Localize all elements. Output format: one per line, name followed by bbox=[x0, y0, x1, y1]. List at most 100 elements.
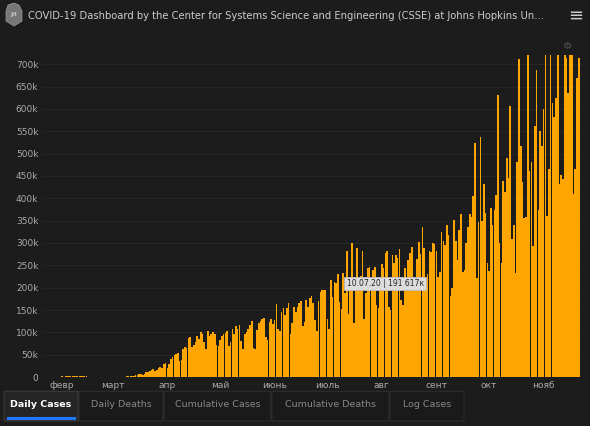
Bar bbox=[453, 220, 455, 377]
Bar bbox=[520, 146, 522, 377]
FancyBboxPatch shape bbox=[164, 391, 271, 421]
Bar bbox=[168, 364, 170, 377]
Bar bbox=[175, 354, 177, 377]
Bar bbox=[481, 222, 483, 377]
Bar bbox=[158, 368, 159, 377]
FancyBboxPatch shape bbox=[4, 391, 78, 421]
Bar bbox=[233, 334, 235, 377]
Bar bbox=[235, 326, 237, 377]
Bar bbox=[363, 319, 365, 377]
Bar bbox=[466, 243, 467, 377]
Bar bbox=[227, 331, 228, 377]
Bar bbox=[376, 305, 378, 377]
Bar bbox=[383, 268, 385, 377]
Bar bbox=[211, 334, 212, 377]
Bar bbox=[253, 348, 254, 377]
Bar bbox=[258, 323, 260, 377]
Bar bbox=[212, 332, 214, 377]
Bar bbox=[270, 320, 272, 377]
Bar bbox=[154, 371, 156, 377]
Bar bbox=[247, 328, 249, 377]
Bar bbox=[295, 312, 297, 377]
Bar bbox=[245, 331, 247, 377]
Text: Cumulative Cases: Cumulative Cases bbox=[175, 400, 260, 409]
Bar bbox=[397, 258, 398, 377]
Bar bbox=[471, 217, 473, 377]
Bar bbox=[464, 271, 466, 377]
Bar bbox=[230, 342, 231, 377]
Bar bbox=[238, 325, 240, 377]
Bar bbox=[279, 331, 281, 377]
Bar bbox=[128, 376, 129, 377]
Bar bbox=[306, 300, 307, 377]
Bar bbox=[198, 339, 200, 377]
Bar bbox=[358, 285, 360, 377]
Bar bbox=[476, 278, 478, 377]
Bar bbox=[448, 235, 450, 377]
Bar bbox=[402, 305, 404, 377]
Bar bbox=[427, 274, 428, 377]
Bar bbox=[149, 371, 150, 377]
Bar bbox=[566, 58, 568, 377]
Bar bbox=[166, 368, 168, 377]
Bar bbox=[501, 263, 502, 377]
Bar bbox=[539, 131, 541, 377]
Bar bbox=[425, 281, 427, 377]
Bar bbox=[388, 308, 390, 377]
Bar bbox=[435, 251, 437, 377]
Bar bbox=[432, 243, 434, 377]
Bar bbox=[265, 337, 267, 377]
Bar bbox=[322, 290, 323, 377]
Bar bbox=[316, 331, 317, 377]
Bar bbox=[365, 293, 367, 377]
FancyBboxPatch shape bbox=[390, 391, 464, 421]
Bar bbox=[135, 375, 136, 377]
Bar bbox=[553, 117, 555, 377]
Bar bbox=[569, 35, 571, 377]
Bar bbox=[300, 301, 301, 377]
Bar bbox=[441, 232, 442, 377]
Bar bbox=[356, 248, 358, 377]
Bar bbox=[578, 58, 579, 377]
Bar bbox=[467, 227, 469, 377]
Bar bbox=[511, 239, 513, 377]
Bar bbox=[318, 301, 319, 377]
Bar bbox=[571, 0, 572, 377]
Bar bbox=[143, 374, 145, 377]
Bar bbox=[132, 376, 133, 377]
Bar bbox=[330, 280, 332, 377]
Bar bbox=[189, 337, 191, 377]
Bar bbox=[311, 296, 312, 377]
Bar bbox=[462, 272, 464, 377]
Bar bbox=[381, 264, 383, 377]
Text: Log Cases: Log Cases bbox=[403, 400, 451, 409]
Bar bbox=[335, 283, 337, 377]
Text: Daily Deaths: Daily Deaths bbox=[91, 400, 152, 409]
Bar bbox=[216, 345, 217, 377]
Bar bbox=[145, 372, 147, 377]
Bar bbox=[307, 308, 309, 377]
Bar bbox=[529, 171, 530, 377]
Bar bbox=[221, 336, 222, 377]
Bar bbox=[284, 315, 286, 377]
Bar bbox=[288, 303, 290, 377]
Bar bbox=[503, 181, 504, 377]
Bar bbox=[297, 307, 299, 377]
Bar bbox=[268, 322, 270, 377]
Bar bbox=[360, 276, 362, 377]
Bar bbox=[274, 320, 276, 377]
Bar bbox=[184, 347, 186, 377]
Bar bbox=[374, 268, 376, 377]
Bar bbox=[496, 195, 497, 377]
Bar bbox=[451, 288, 453, 377]
Bar bbox=[560, 176, 562, 377]
Bar bbox=[147, 372, 149, 377]
Bar bbox=[172, 357, 173, 377]
Bar bbox=[469, 214, 471, 377]
Bar bbox=[260, 321, 261, 377]
Bar bbox=[242, 349, 244, 377]
Bar bbox=[219, 340, 221, 377]
Bar bbox=[414, 285, 416, 377]
Bar bbox=[133, 376, 135, 377]
Bar bbox=[276, 304, 277, 377]
